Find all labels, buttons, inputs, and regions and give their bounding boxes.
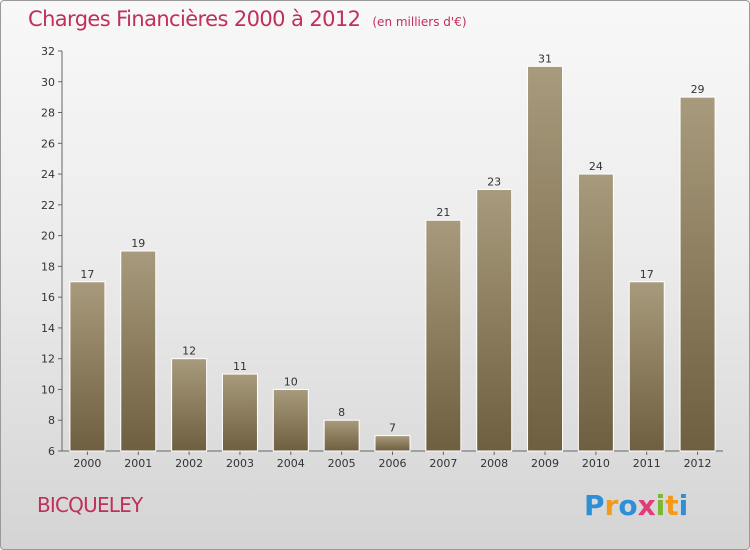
y-tick-label: 8 — [48, 414, 55, 427]
bar — [69, 281, 106, 452]
x-tick-label: 2007 — [429, 457, 457, 470]
x-tick-label: 2008 — [480, 457, 508, 470]
x-tick-label: 2004 — [277, 457, 305, 470]
bar — [120, 250, 157, 452]
y-tick-label: 22 — [41, 199, 55, 212]
bar-value-label: 7 — [389, 422, 396, 435]
logo-letter: i — [655, 489, 666, 522]
x-tick-label: 2006 — [379, 457, 407, 470]
x-tick-label: 2005 — [328, 457, 356, 470]
bar — [171, 358, 208, 452]
bar-value-label: 21 — [436, 206, 450, 219]
logo-letter: x — [637, 489, 656, 522]
chart-title-unit: (en milliers d'€) — [372, 15, 467, 29]
bar-value-label: 11 — [233, 360, 247, 373]
bar-value-label: 24 — [589, 160, 603, 173]
y-tick-label: 14 — [41, 322, 55, 335]
bar — [628, 281, 665, 452]
chart-title-main: Charges Financières 2000 à 2012 — [28, 7, 361, 31]
bar — [577, 173, 614, 452]
chart-title: Charges Financières 2000 à 2012 (en milli… — [28, 7, 467, 31]
bar — [323, 419, 360, 452]
bar-value-label: 8 — [338, 406, 345, 419]
bar — [374, 435, 411, 452]
bar — [679, 96, 716, 452]
y-tick-label: 6 — [48, 445, 55, 458]
x-tick-label: 2011 — [633, 457, 661, 470]
x-tick-label: 2003 — [226, 457, 254, 470]
chart-value-labels: 17 19 12 11 10 8 7 21 23 31 24 17 29 — [80, 52, 704, 434]
y-tick-label: 18 — [41, 260, 55, 273]
x-tick-label: 2009 — [531, 457, 559, 470]
bar — [425, 219, 462, 452]
logo-letter: r — [604, 489, 619, 522]
bar-value-label: 29 — [691, 83, 705, 96]
logo-letter: i — [678, 489, 689, 522]
logo-letter: t — [665, 489, 679, 522]
x-tick-label: 2002 — [175, 457, 203, 470]
y-tick-label: 26 — [41, 137, 55, 150]
bar-value-label: 19 — [131, 237, 145, 250]
x-tick-label: 2000 — [73, 457, 101, 470]
bar-value-label: 12 — [182, 345, 196, 358]
y-tick-label: 28 — [41, 107, 55, 120]
proxiti-logo: Proxiti — [584, 489, 688, 522]
bar-value-label: 17 — [80, 268, 94, 281]
bar — [527, 65, 564, 452]
y-tick-label: 24 — [41, 168, 55, 181]
logo-letter: o — [618, 489, 638, 522]
bar — [272, 388, 309, 452]
chart-axes: 6 8 10 12 14 16 18 20 22 24 26 28 30 32 2000 2001 2002 20… — [41, 45, 723, 470]
logo-letter: P — [584, 489, 605, 522]
y-tick-label: 12 — [41, 353, 55, 366]
x-tick-label: 2010 — [582, 457, 610, 470]
bar-value-label: 31 — [538, 52, 552, 65]
y-tick-label: 32 — [41, 45, 55, 58]
y-tick-label: 16 — [41, 291, 55, 304]
bar-value-label: 23 — [487, 175, 501, 188]
chart-bars — [69, 65, 716, 452]
x-tick-label: 2001 — [124, 457, 152, 470]
bar-value-label: 17 — [640, 268, 654, 281]
bar — [221, 373, 258, 452]
commune-name: BICQUELEY — [37, 493, 143, 517]
bar-value-label: 10 — [284, 375, 298, 388]
y-tick-label: 10 — [41, 383, 55, 396]
x-tick-label: 2012 — [684, 457, 712, 470]
y-tick-label: 30 — [41, 76, 55, 89]
bar — [476, 188, 513, 452]
y-tick-label: 20 — [41, 230, 55, 243]
